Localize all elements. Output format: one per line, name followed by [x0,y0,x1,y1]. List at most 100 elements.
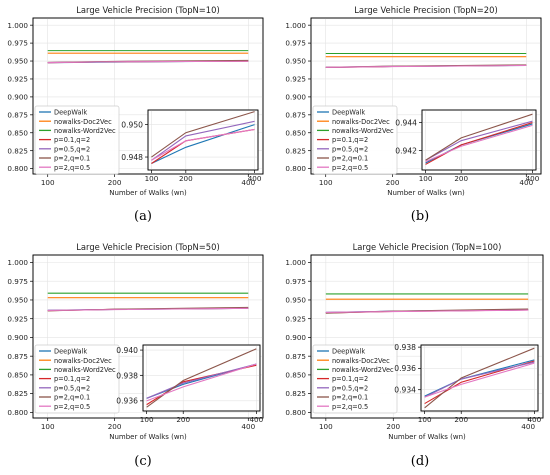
y-tick-label: 0.950 [7,296,28,305]
inset-series-line-5 [146,348,257,408]
inset-y-tick-label: 0.934 [394,386,416,395]
inset-plot-d [420,344,539,412]
inset-series-line-6 [425,124,533,163]
chart-panel-b: 0.800 0.825 0.850 0.875 0.900 0.925 0.950 0.975… [275,0,550,237]
legend-label-5: p=2,q=0.1 [54,394,90,402]
y-tick-label: 0.925 [285,314,306,323]
chart-b-svg: 0.800 0.825 0.850 0.875 0.900 0.925 0.950 0.975… [285,5,542,197]
y-tick-label: 0.925 [285,75,306,84]
legend-label-1: nowalks-Doc2Vec [54,118,112,126]
x-axis-label-a: Number of Walks (wn) [109,189,187,197]
inset-series-line-6 [151,128,255,161]
inset-series-line-4 [425,120,533,161]
inset-series-line-6 [424,362,535,398]
inset-y-tick-label: 0.942 [395,146,417,155]
inset-frame-a [147,109,259,171]
legend-label-2: nowalks-Word2Vec [332,127,394,135]
legend-label-0: DeepWalk [54,348,87,356]
legend-label-3: p=0.1,q=2 [332,136,368,144]
x-tick-label: 400 [519,178,533,187]
legend-label-6: p=2,q=0.5 [54,164,90,172]
legend-box-a [34,105,120,175]
inset-series-line-0 [151,124,255,165]
y-tick-label: 0.800 [285,164,306,173]
series-line-6 [47,307,249,312]
x-tick-label: 100 [41,178,55,187]
y-tick-label: 0.800 [285,408,306,417]
inset-x-tick-label: 400 [526,174,540,183]
legend-label-2: nowalks-Word2Vec [332,366,394,374]
series-line-6 [47,60,249,64]
x-axis-label-b: Number of Walks (wn) [387,189,465,197]
legend-label-5: p=2,q=0.1 [54,155,90,163]
y-tick-label: 0.850 [7,371,28,380]
legend-label-1: nowalks-Doc2Vec [332,357,390,365]
y-tick-label: 1.000 [7,21,28,30]
inset-x-tick-label: 100 [140,415,154,424]
chart-title-d: Large Vehicle Precision (TopN=100) [353,242,502,252]
x-tick-label: 400 [241,422,255,431]
inset-y-tick-label: 0.938 [394,343,416,352]
plot-frame-a [32,17,264,175]
inset-x-tick-label: 200 [454,174,468,183]
inset-y-tick-label: 0.944 [395,118,417,127]
y-tick-label: 1.000 [7,258,28,267]
inset-x-tick-label: 200 [454,415,468,424]
y-tick-label: 0.950 [7,57,28,66]
legend-label-5: p=2,q=0.1 [332,394,368,402]
x-tick-label: 100 [319,422,333,431]
legend-label-3: p=0.1,q=2 [54,375,90,383]
plot-frame-b [310,17,542,175]
y-tick-label: 0.850 [7,128,28,137]
inset-series-line-3 [425,122,533,165]
y-tick-label: 0.900 [285,333,306,342]
legend-label-0: DeepWalk [332,348,365,356]
y-tick-label: 1.000 [285,258,306,267]
y-tick-label: 0.875 [7,110,28,119]
y-tick-label: 0.850 [285,128,306,137]
y-tick-label: 0.875 [285,352,306,361]
legend-label-3: p=0.1,q=2 [332,375,368,383]
inset-series-line-4 [424,361,535,398]
chart-title-c: Large Vehicle Precision (TopN=50) [76,242,219,252]
inset-y-tick-label: 0.948 [121,153,143,162]
y-tick-label: 0.875 [7,352,28,361]
legend-box-c [34,344,120,414]
inset-series-line-4 [146,363,257,399]
y-tick-label: 0.825 [7,389,28,398]
y-tick-label: 0.900 [7,92,28,101]
inset-x-tick-label: 200 [179,174,193,183]
x-tick-label: 400 [521,422,535,431]
caption-b: (b) [410,209,430,224]
caption-a: (a) [134,209,152,224]
legend-label-6: p=2,q=0.5 [332,164,368,172]
x-tick-label: 100 [41,422,55,431]
x-tick-label: 100 [319,178,333,187]
legend-label-6: p=2,q=0.5 [54,403,90,411]
inset-x-tick-label: 400 [248,174,262,183]
x-tick-label: 200 [108,178,122,187]
x-axis-label-c: Number of Walks (wn) [109,433,187,441]
inset-x-tick-label: 100 [418,415,432,424]
inset-series-line-5 [425,113,533,161]
plot-frame-c [32,254,264,419]
inset-y-tick-label: 0.936 [394,364,416,373]
y-tick-label: 0.825 [285,146,306,155]
y-tick-label: 0.800 [7,408,28,417]
y-tick-label: 0.875 [285,110,306,119]
x-tick-label: 200 [386,422,400,431]
legend-label-6: p=2,q=0.5 [332,403,368,411]
series-line-6 [325,309,529,314]
inset-series-line-5 [424,347,535,409]
inset-frame-c [142,344,261,412]
x-tick-label: 200 [108,422,122,431]
y-tick-label: 0.850 [285,371,306,380]
inset-series-line-4 [151,120,255,161]
chart-panel-c: 0.800 0.825 0.850 0.875 0.900 0.925 0.950 0.975… [0,237,275,474]
inset-x-tick-label: 400 [249,415,263,424]
legend-label-4: p=0.5,q=2 [332,384,368,392]
legend-box-d [312,344,398,414]
inset-frame-d [420,344,539,412]
chart-c-svg: 0.800 0.825 0.850 0.875 0.900 0.925 0.950 0.975… [7,242,264,441]
y-tick-label: 1.000 [285,21,306,30]
